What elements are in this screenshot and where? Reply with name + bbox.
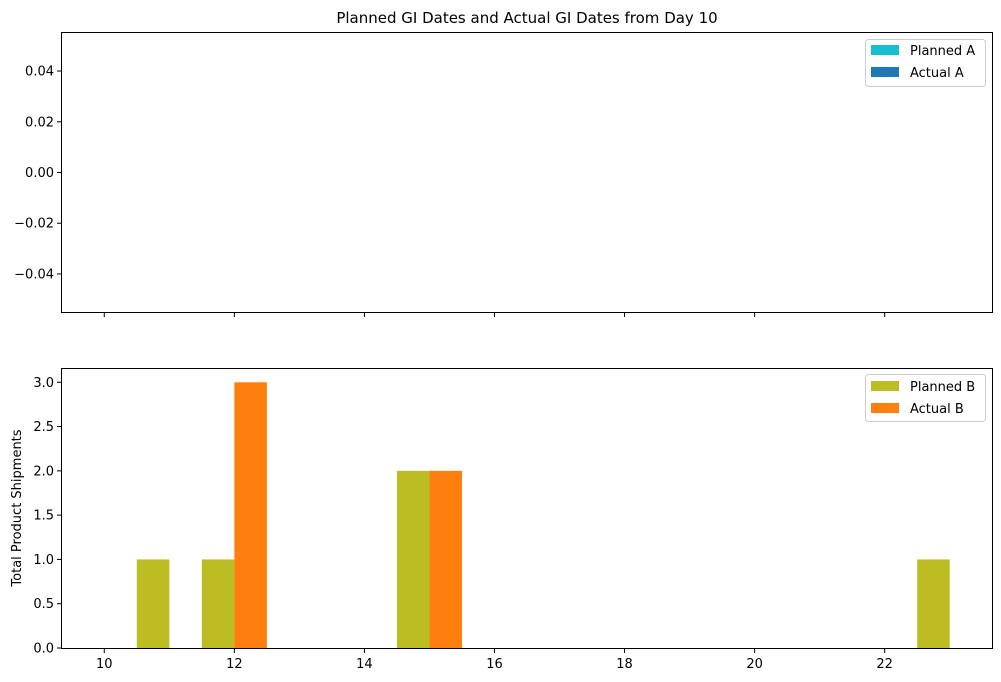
bottom-y-tick-label: 3.0 bbox=[33, 376, 54, 391]
top-y-tick-label: −0.02 bbox=[14, 217, 54, 232]
legend-swatch-planned-a bbox=[871, 45, 899, 55]
bottom-x-tick-label: 12 bbox=[226, 657, 243, 672]
top-y-tick-label: 0.02 bbox=[25, 115, 54, 130]
bottom-y-tick-label: 2.0 bbox=[33, 464, 54, 479]
legend-label-actual-a: Actual A bbox=[910, 66, 964, 81]
bottom-x-tick-label: 18 bbox=[616, 657, 633, 672]
top-y-tick-label: 0.04 bbox=[25, 65, 54, 80]
bottom-x-axis-ticks: 10 12 14 16 18 20 22 bbox=[96, 648, 893, 672]
bottom-x-tick-label: 10 bbox=[96, 657, 113, 672]
legend-label-actual-b: Actual B bbox=[910, 402, 964, 417]
bottom-legend: Planned B Actual B bbox=[865, 374, 986, 422]
bottom-y-axis-ticks: 0.0 0.5 1.0 1.5 2.0 2.5 3.0 bbox=[33, 376, 62, 657]
top-plot-frame bbox=[61, 32, 993, 313]
bottom-bars bbox=[136, 382, 950, 648]
bar-actual-b bbox=[429, 470, 462, 648]
bar-planned-b bbox=[136, 559, 170, 648]
bar-planned-b bbox=[917, 559, 950, 648]
bottom-x-tick-label: 16 bbox=[486, 657, 503, 672]
top-y-tick-label: −0.04 bbox=[14, 267, 54, 282]
legend-swatch-actual-a bbox=[871, 67, 899, 77]
bottom-x-tick-label: 20 bbox=[746, 657, 763, 672]
bottom-subplot: Total Product Shipments 0.0 0.5 1.0 1.5 2.0 2… bbox=[10, 368, 993, 672]
top-y-axis-ticks: 0.04 0.02 0.00 −0.02 −0.04 bbox=[14, 65, 62, 282]
bottom-y-tick-label: 0.5 bbox=[33, 597, 54, 612]
legend-swatch-planned-b bbox=[871, 381, 899, 391]
bottom-y-axis-label: Total Product Shipments bbox=[10, 429, 25, 587]
bottom-y-tick-label: 1.5 bbox=[33, 509, 54, 524]
bar-planned-b bbox=[201, 559, 235, 648]
bottom-x-tick-label: 22 bbox=[876, 657, 893, 672]
bottom-plot-frame bbox=[61, 368, 993, 649]
bar-actual-b bbox=[234, 382, 267, 648]
top-legend: Planned A Actual A bbox=[865, 39, 986, 87]
bottom-y-tick-label: 2.5 bbox=[33, 420, 54, 435]
legend-swatch-actual-b bbox=[871, 403, 899, 413]
bottom-y-tick-label: 1.0 bbox=[33, 553, 54, 568]
top-subplot: Planned GI Dates and Actual GI Dates fro… bbox=[14, 9, 993, 317]
legend-label-planned-a: Planned A bbox=[910, 44, 975, 59]
top-chart-title: Planned GI Dates and Actual GI Dates fro… bbox=[336, 9, 717, 27]
top-y-tick-label: 0.00 bbox=[25, 166, 54, 181]
legend-label-planned-b: Planned B bbox=[910, 380, 975, 395]
bar-planned-b bbox=[396, 470, 430, 648]
bottom-x-tick-label: 14 bbox=[356, 657, 373, 672]
bottom-y-tick-label: 0.0 bbox=[33, 642, 54, 657]
